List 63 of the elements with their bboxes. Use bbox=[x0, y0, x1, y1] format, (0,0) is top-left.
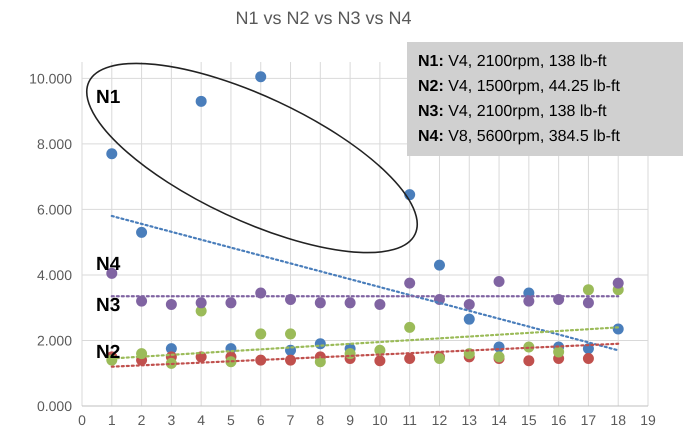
point bbox=[196, 297, 207, 308]
y-tick-label: 10.000 bbox=[29, 70, 72, 86]
point bbox=[314, 297, 326, 308]
point bbox=[166, 298, 177, 310]
annotation: N4 bbox=[96, 254, 121, 275]
x-tick-label: 10 bbox=[372, 412, 388, 428]
x-tick-label: 19 bbox=[640, 412, 656, 428]
point bbox=[374, 298, 386, 310]
point bbox=[582, 284, 594, 296]
x-tick-label: 15 bbox=[521, 412, 537, 428]
point bbox=[255, 328, 266, 340]
x-tick-label: 7 bbox=[286, 412, 295, 428]
point bbox=[553, 346, 564, 358]
x-tick-label: 17 bbox=[580, 412, 596, 428]
point bbox=[106, 148, 118, 160]
point bbox=[582, 297, 594, 308]
point bbox=[464, 298, 475, 310]
point bbox=[612, 278, 624, 289]
point bbox=[404, 278, 416, 289]
point bbox=[285, 328, 296, 340]
point bbox=[523, 296, 534, 307]
x-tick-label: 4 bbox=[197, 412, 206, 428]
chart-title: N1 vs N2 vs N3 vs N4 bbox=[235, 8, 412, 28]
point bbox=[523, 355, 534, 366]
y-tick-label: 8.000 bbox=[36, 136, 72, 152]
annotation: N3: V4, 2100rpm, 138 lb-ft bbox=[418, 103, 608, 120]
annotation: N1 bbox=[96, 87, 121, 108]
y-tick-label: 2.000 bbox=[36, 332, 72, 348]
y-tick-label: 6.000 bbox=[36, 201, 72, 218]
x-tick-label: 16 bbox=[550, 412, 567, 428]
point bbox=[136, 296, 148, 307]
x-tick-label: 9 bbox=[346, 412, 354, 428]
point bbox=[464, 314, 475, 325]
x-tick-label: 6 bbox=[256, 412, 265, 428]
x-tick-label: 14 bbox=[491, 412, 508, 428]
point bbox=[196, 96, 207, 107]
x-tick-label: 13 bbox=[461, 412, 478, 428]
x-tick-label: 18 bbox=[610, 412, 626, 428]
x-tick-label: 11 bbox=[402, 412, 418, 428]
point bbox=[404, 322, 416, 333]
annotation: N2 bbox=[96, 342, 120, 363]
x-tick-label: 3 bbox=[167, 412, 176, 428]
annotation: N3 bbox=[96, 295, 120, 316]
point bbox=[582, 352, 594, 364]
point bbox=[404, 352, 416, 364]
x-tick-label: 0 bbox=[78, 412, 86, 428]
point bbox=[434, 260, 445, 271]
point bbox=[136, 226, 148, 238]
point bbox=[344, 297, 356, 308]
point bbox=[225, 297, 236, 308]
x-tick-label: 5 bbox=[227, 412, 236, 428]
y-tick-label: 0.000 bbox=[36, 398, 72, 414]
x-tick-label: 8 bbox=[316, 412, 324, 428]
point bbox=[494, 276, 505, 288]
x-tick-label: 2 bbox=[138, 412, 146, 428]
point bbox=[255, 71, 266, 82]
x-tick-label: 12 bbox=[432, 412, 448, 428]
y-tick-label: 4.000 bbox=[36, 266, 72, 283]
annotation: N2: V4, 1500rpm, 44.25 lb-ft bbox=[418, 78, 620, 95]
x-tick-label: 1 bbox=[108, 412, 116, 428]
point bbox=[374, 355, 386, 366]
annotation: N1: V4, 2100rpm, 138 lb-ft bbox=[418, 53, 608, 70]
annotation: N4: V8, 5600rpm, 384.5 lb-ft bbox=[418, 128, 620, 145]
